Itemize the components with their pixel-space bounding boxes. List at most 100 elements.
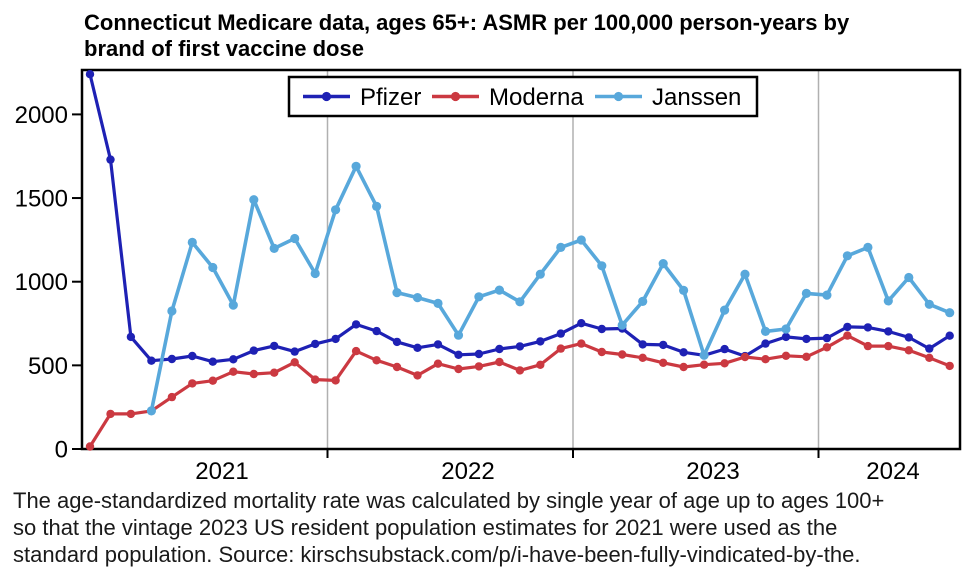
data-point-moderna — [597, 347, 606, 357]
data-point-janssen — [290, 233, 300, 244]
data-point-janssen — [597, 261, 607, 271]
data-point-pfizer — [638, 340, 647, 349]
data-point-janssen — [801, 288, 812, 298]
data-point-moderna — [781, 351, 791, 360]
data-point-moderna — [904, 346, 913, 355]
data-point-janssen — [904, 272, 914, 283]
data-point-moderna — [413, 371, 422, 380]
data-point-janssen — [208, 262, 218, 273]
data-point-pfizer — [167, 354, 177, 364]
data-point-moderna — [925, 353, 934, 362]
series-line-moderna — [88, 334, 952, 449]
data-point-janssen — [720, 305, 730, 315]
legend-label: Moderna — [489, 84, 584, 111]
data-point-pfizer — [720, 344, 729, 354]
data-point-pfizer — [802, 334, 811, 344]
data-point-moderna — [208, 376, 217, 385]
series-moderna — [85, 331, 954, 451]
data-point-pfizer — [679, 348, 688, 357]
data-point-janssen — [515, 297, 525, 307]
data-point-janssen — [699, 350, 709, 360]
data-point-pfizer — [413, 343, 422, 352]
data-point-pfizer — [311, 339, 320, 349]
data-point-pfizer — [863, 323, 873, 332]
data-point-janssen — [556, 242, 566, 252]
data-point-pfizer — [536, 337, 545, 346]
footnote-text: The age-standardized mortality rate was … — [13, 487, 884, 568]
data-point-janssen — [392, 288, 402, 298]
data-point-janssen — [842, 251, 853, 261]
data-point-moderna — [843, 331, 852, 340]
data-point-janssen — [679, 285, 689, 295]
data-point-pfizer — [515, 342, 525, 351]
data-point-janssen — [269, 243, 279, 253]
data-point-janssen — [331, 205, 341, 215]
y-axis-tick-label: 500 — [28, 353, 68, 380]
data-point-moderna — [311, 375, 320, 384]
x-axis-year-label: 2023 — [686, 458, 739, 485]
legend-item-janssen: Janssen — [595, 84, 741, 111]
data-point-moderna — [822, 343, 832, 352]
data-point-janssen — [617, 320, 627, 330]
legend-item-moderna: Moderna — [432, 84, 584, 111]
legend-marker-dot — [321, 91, 332, 102]
legend-marker-dot — [450, 91, 461, 102]
data-point-janssen — [535, 269, 545, 279]
data-point-pfizer — [351, 320, 361, 329]
data-point-moderna — [331, 376, 340, 385]
data-point-pfizer — [597, 324, 606, 334]
data-point-janssen — [412, 293, 423, 303]
data-point-pfizer — [392, 337, 402, 347]
legend: Pfizer Moderna Janssen — [287, 75, 759, 118]
data-point-janssen — [658, 259, 668, 269]
legend-item-pfizer: Pfizer — [303, 84, 421, 111]
data-point-pfizer — [904, 333, 913, 342]
footnote-line3: standard population. Source: kirschsubst… — [13, 542, 861, 567]
data-point-pfizer — [372, 326, 381, 336]
data-point-pfizer — [495, 344, 504, 354]
data-point-pfizer — [761, 339, 770, 348]
data-point-janssen — [228, 300, 238, 310]
data-point-pfizer — [454, 350, 463, 359]
data-point-moderna — [515, 366, 525, 375]
data-point-moderna — [863, 341, 873, 351]
data-point-pfizer — [290, 347, 299, 356]
data-point-moderna — [454, 364, 463, 374]
plot-border — [80, 68, 962, 451]
data-point-pfizer — [577, 319, 586, 328]
data-point-moderna — [659, 358, 668, 367]
data-point-moderna — [372, 356, 381, 365]
chart-title-line1: Connecticut Medicare data, ages 65+: ASM… — [84, 10, 850, 35]
data-point-moderna — [536, 360, 545, 369]
series-pfizer — [85, 70, 954, 366]
data-point-janssen — [760, 326, 771, 336]
data-point-moderna — [474, 362, 484, 371]
chart-title-line2: brand of first vaccine dose — [84, 36, 364, 61]
data-point-janssen — [146, 406, 156, 416]
data-point-pfizer — [945, 331, 954, 340]
data-point-pfizer — [229, 355, 238, 364]
x-axis-year-label: 2022 — [441, 458, 494, 485]
data-point-moderna — [884, 341, 893, 351]
data-point-moderna — [126, 409, 136, 419]
data-point-moderna — [495, 357, 504, 367]
data-point-pfizer — [925, 344, 934, 353]
data-point-janssen — [167, 306, 177, 316]
data-point-pfizer — [822, 333, 832, 343]
data-point-janssen — [249, 195, 259, 205]
data-point-moderna — [556, 344, 565, 353]
data-point-pfizer — [884, 327, 893, 336]
data-point-pfizer — [331, 334, 340, 344]
x-axis-year-label: 2021 — [195, 458, 248, 485]
data-point-pfizer — [85, 70, 95, 79]
data-point-moderna — [249, 369, 258, 379]
data-point-moderna — [618, 350, 627, 359]
data-point-moderna — [392, 362, 402, 372]
data-point-moderna — [106, 409, 115, 419]
data-point-moderna — [290, 358, 299, 367]
series-line-pfizer — [88, 72, 952, 364]
data-point-janssen — [883, 296, 893, 306]
data-point-janssen — [351, 161, 361, 171]
